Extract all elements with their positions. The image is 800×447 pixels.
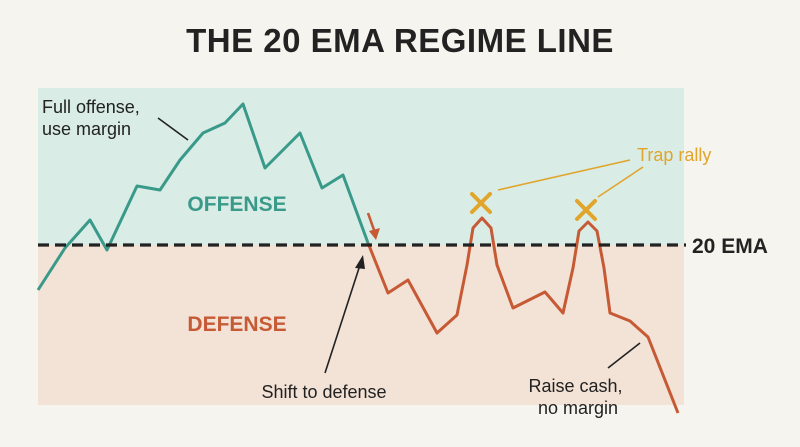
trap-x-icon [575,199,597,221]
trap-rally-pointer [597,166,644,198]
full-offense-pointer [157,117,189,141]
ema-label: 20 EMA [692,235,768,258]
defense-zone [38,245,684,405]
price-line-offense [36,102,370,291]
shift-pointer-arrowhead-icon [355,255,365,269]
raise-cash-pointer [607,342,641,369]
full-offense-line-1: Full offense, [42,97,140,117]
defense-label: DEFENSE [187,313,286,336]
crossover-arrow-icon [366,212,380,240]
trap-rally-label: Trap rally [637,145,711,165]
full-offense-line-2: use margin [42,119,131,139]
diagram-title: THE 20 EMA REGIME LINE [186,22,614,59]
raise-cash-line-2: no margin [538,398,618,418]
offense-label: OFFENSE [187,193,286,216]
raise-cash-label: Raise cash, no margin [528,376,627,418]
price-line-defense [366,216,680,414]
trap-x-icon [470,192,492,214]
shift-pointer [324,264,361,374]
raise-cash-line-1: Raise cash, [528,376,622,396]
trap-rally-pointer [497,159,631,191]
full-offense-label: Full offense, use margin [42,97,145,139]
shift-label: Shift to defense [261,382,386,402]
